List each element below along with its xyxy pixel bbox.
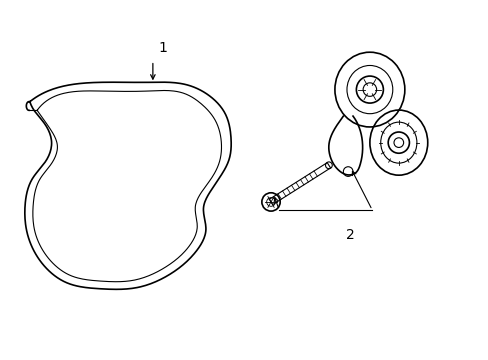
Text: 1: 1	[158, 41, 167, 55]
Text: 2: 2	[346, 228, 354, 242]
